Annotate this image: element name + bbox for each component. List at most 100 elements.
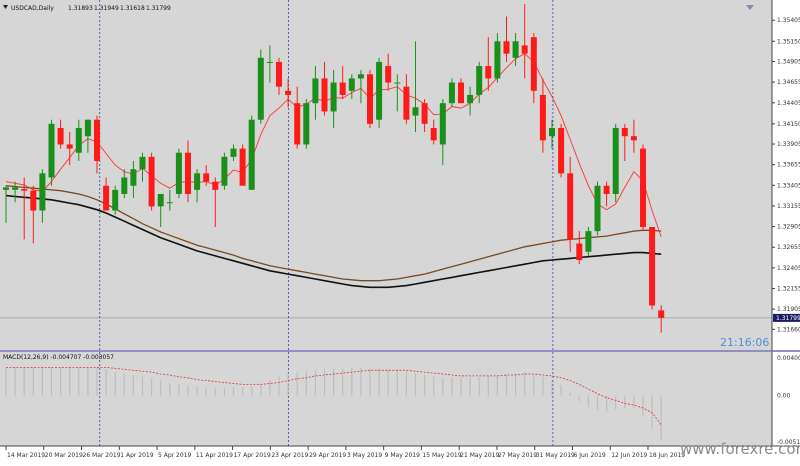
candle[interactable] bbox=[348, 74, 355, 100]
candle[interactable] bbox=[512, 33, 519, 67]
candle[interactable] bbox=[521, 4, 528, 79]
candle[interactable] bbox=[339, 66, 346, 100]
candle[interactable] bbox=[166, 189, 173, 211]
candle-body bbox=[248, 119, 255, 190]
candle-body bbox=[585, 231, 592, 252]
candle[interactable] bbox=[394, 74, 401, 112]
price-tick-label: 1.34655 bbox=[777, 79, 800, 86]
candle[interactable] bbox=[212, 177, 219, 228]
candle[interactable] bbox=[494, 33, 501, 83]
candle[interactable] bbox=[112, 185, 119, 215]
candle[interactable] bbox=[57, 119, 64, 149]
one-click-trading-arrow-icon[interactable] bbox=[746, 5, 754, 10]
time-tick-label: 9 May 2019 bbox=[385, 452, 420, 459]
candle[interactable] bbox=[376, 57, 383, 128]
candle[interactable] bbox=[266, 45, 273, 83]
candle[interactable] bbox=[130, 160, 137, 199]
candle[interactable] bbox=[503, 16, 510, 62]
candle[interactable] bbox=[530, 33, 537, 104]
candle[interactable] bbox=[367, 70, 373, 128]
candle[interactable] bbox=[276, 57, 282, 95]
ohlc-high: 1.31949 bbox=[94, 5, 119, 12]
candle[interactable] bbox=[439, 99, 446, 166]
candle[interactable] bbox=[403, 74, 410, 124]
candle[interactable] bbox=[303, 99, 310, 149]
candle[interactable] bbox=[330, 70, 337, 128]
candle[interactable] bbox=[148, 152, 155, 211]
candle-body bbox=[330, 82, 337, 112]
watermark: www.forexre.com bbox=[680, 440, 800, 458]
candle[interactable] bbox=[558, 123, 565, 178]
candle[interactable] bbox=[157, 193, 164, 228]
candle[interactable] bbox=[649, 227, 656, 310]
candle[interactable] bbox=[640, 144, 646, 232]
price-tick-label: 1.35405 bbox=[777, 17, 800, 24]
candle[interactable] bbox=[567, 156, 574, 252]
candle[interactable] bbox=[294, 86, 301, 149]
candle-body bbox=[339, 82, 346, 95]
candle[interactable] bbox=[75, 119, 82, 161]
candle-body bbox=[394, 82, 401, 84]
candle[interactable] bbox=[658, 305, 665, 333]
candle[interactable] bbox=[230, 144, 237, 161]
candle-body bbox=[658, 310, 665, 318]
candle[interactable] bbox=[30, 185, 37, 244]
candle[interactable] bbox=[448, 78, 455, 108]
candle[interactable] bbox=[185, 140, 191, 203]
candle-body bbox=[649, 227, 656, 306]
candle[interactable] bbox=[312, 66, 319, 120]
candle-body bbox=[430, 127, 437, 141]
candle-body bbox=[321, 78, 328, 112]
candle[interactable] bbox=[585, 227, 592, 256]
candle-body bbox=[212, 181, 219, 190]
candle[interactable] bbox=[139, 152, 146, 182]
candlesticks[interactable] bbox=[3, 4, 665, 333]
candle[interactable] bbox=[12, 181, 19, 203]
candle[interactable] bbox=[412, 41, 419, 133]
candle[interactable] bbox=[539, 78, 546, 153]
candle[interactable] bbox=[203, 165, 210, 186]
candle[interactable] bbox=[121, 169, 128, 199]
candle[interactable] bbox=[485, 37, 492, 91]
candle[interactable] bbox=[458, 78, 464, 104]
candle[interactable] bbox=[239, 144, 246, 186]
candle[interactable] bbox=[385, 53, 392, 91]
candle[interactable] bbox=[257, 49, 264, 124]
candle[interactable] bbox=[421, 99, 428, 133]
candle[interactable] bbox=[84, 119, 91, 153]
candle[interactable] bbox=[467, 86, 474, 116]
candle[interactable] bbox=[621, 123, 628, 161]
candle[interactable] bbox=[66, 132, 73, 166]
symbol-label: USDCAD,Daily bbox=[11, 5, 54, 12]
candle[interactable] bbox=[3, 185, 9, 223]
time-tick-label: 23 Apr 2019 bbox=[271, 452, 308, 459]
candle[interactable] bbox=[603, 181, 610, 207]
candle[interactable] bbox=[430, 119, 437, 145]
collapse-arrow-icon[interactable] bbox=[3, 5, 8, 9]
candle[interactable] bbox=[321, 61, 328, 116]
time-tick-label: 12 Jun 2019 bbox=[611, 452, 647, 459]
candle-body bbox=[75, 127, 82, 153]
candle[interactable] bbox=[39, 169, 46, 223]
candle[interactable] bbox=[175, 148, 182, 199]
candle[interactable] bbox=[549, 119, 555, 149]
candle[interactable] bbox=[194, 169, 201, 203]
candle[interactable] bbox=[612, 123, 619, 203]
candle[interactable] bbox=[576, 231, 583, 265]
candle[interactable] bbox=[248, 115, 255, 190]
candle[interactable] bbox=[94, 115, 100, 174]
candle-body bbox=[549, 127, 555, 137]
macd-panel-background bbox=[0, 352, 772, 446]
candle[interactable] bbox=[103, 177, 110, 211]
candle[interactable] bbox=[357, 70, 364, 104]
candle[interactable] bbox=[48, 119, 55, 186]
candle[interactable] bbox=[476, 61, 483, 104]
candle[interactable] bbox=[221, 152, 228, 190]
candle[interactable] bbox=[630, 119, 637, 153]
price-tick-label: 1.33905 bbox=[777, 141, 800, 148]
candle[interactable] bbox=[285, 78, 292, 108]
candle[interactable] bbox=[594, 181, 601, 236]
candle[interactable] bbox=[21, 177, 28, 240]
